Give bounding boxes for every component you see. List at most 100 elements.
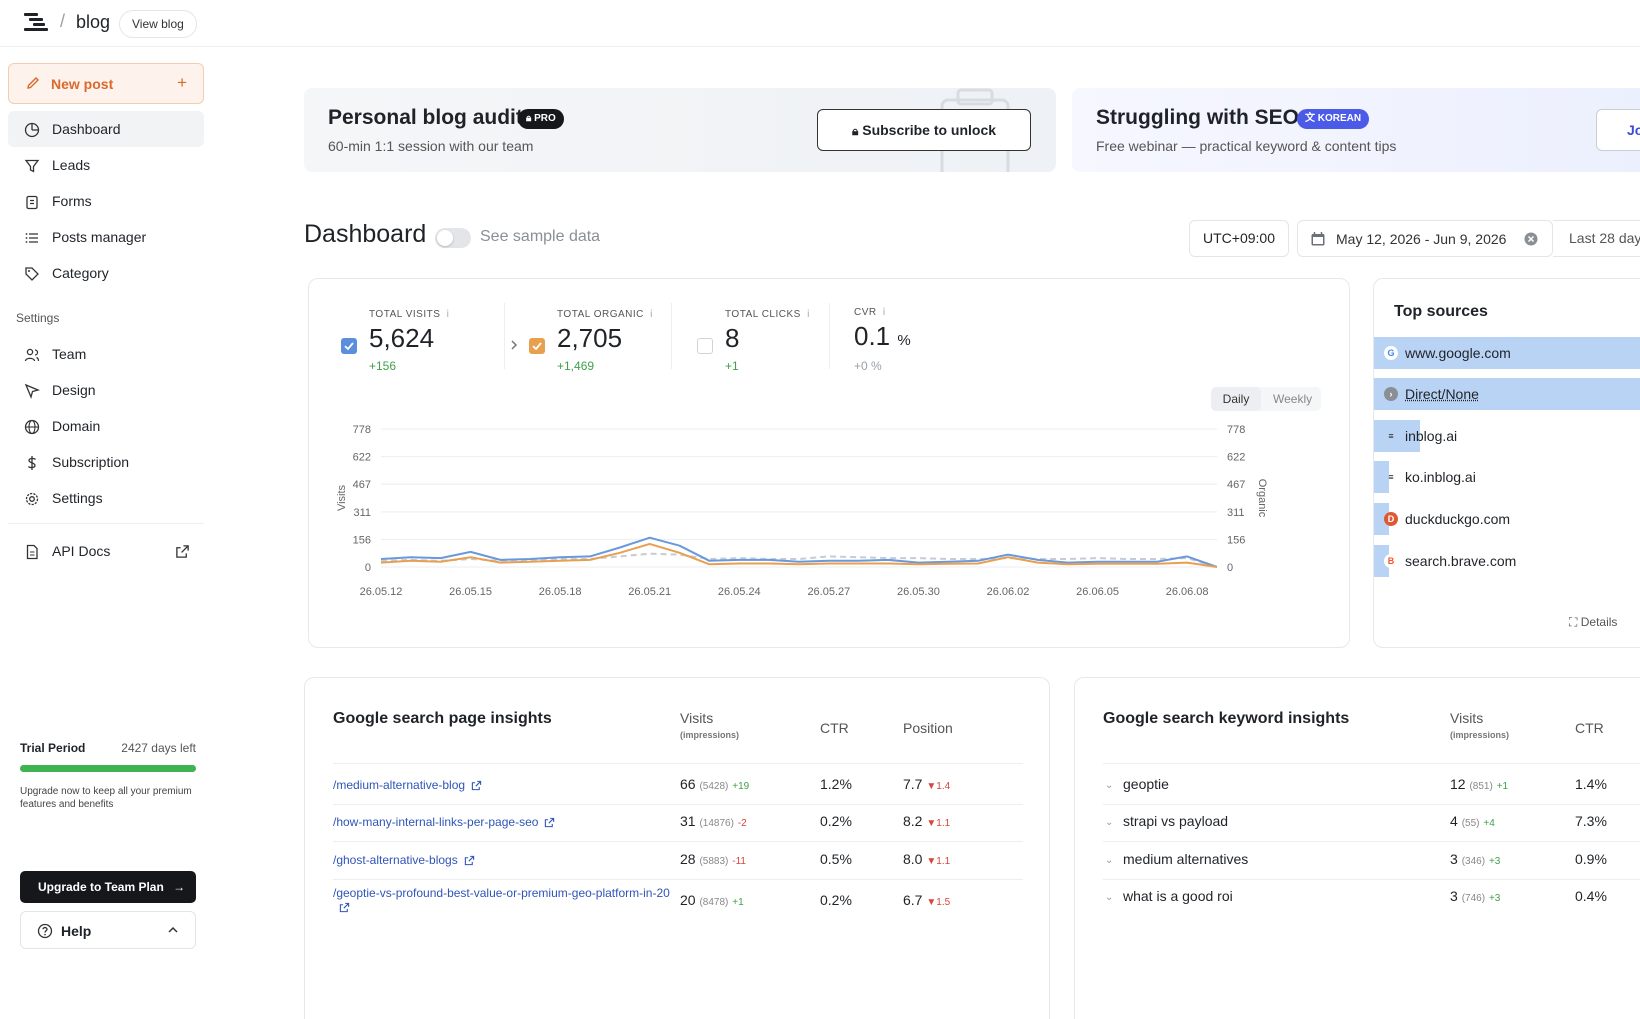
sidebar-item-subscription[interactable]: Subscription — [8, 444, 204, 480]
pro-badge: 🔒︎ PRO — [518, 109, 564, 129]
external-link-icon — [471, 780, 482, 794]
metric-total-visits[interactable]: TOTAL VISITS ⅰ 5,624 +156 — [341, 309, 471, 389]
subscribe-to-unlock-button[interactable]: 🔒︎ Subscribe to unlock — [817, 109, 1031, 151]
header-divider — [1103, 763, 1640, 764]
daily-tab[interactable]: Daily — [1211, 387, 1261, 411]
sidebar-item-api-docs[interactable]: API Docs — [8, 533, 204, 569]
metric-label: TOTAL VISITS ⅰ — [369, 309, 450, 320]
new-post-button[interactable]: New post + — [8, 63, 204, 104]
sidebar-item-settings[interactable]: Settings — [8, 480, 204, 516]
page-path: /medium-alternative-blog — [333, 778, 465, 792]
page-link[interactable]: /medium-alternative-blog — [333, 778, 673, 794]
help-button[interactable]: Help — [20, 911, 196, 949]
view-blog-button[interactable]: View blog — [119, 10, 197, 38]
globe-icon — [24, 419, 40, 435]
sidebar-item-label: Category — [52, 265, 109, 281]
sample-data-toggle[interactable] — [435, 228, 471, 248]
sidebar-item-posts-manager[interactable]: Posts manager — [8, 219, 204, 255]
chevron-down-icon[interactable]: ⌄ — [1105, 780, 1113, 791]
keyword-cell[interactable]: what is a good roi — [1123, 888, 1233, 904]
source-row[interactable]: Bsearch.brave.com — [1374, 545, 1640, 577]
trial-progress-bar — [20, 765, 196, 772]
sidebar-item-design[interactable]: Design — [8, 372, 204, 408]
keyword-cell[interactable]: medium alternatives — [1123, 851, 1248, 867]
expand-icon: ⛶ — [1569, 615, 1577, 629]
details-button[interactable]: ⛶ Details — [1569, 615, 1617, 630]
keyword-cell[interactable]: strapi vs payload — [1123, 813, 1228, 829]
sidebar-item-label: Settings — [52, 490, 103, 506]
timezone-select[interactable]: UTC+09:00 — [1189, 220, 1289, 257]
ctr-cell: 0.4% — [1575, 888, 1607, 904]
source-row[interactable]: Gwww.google.com — [1374, 337, 1640, 369]
details-label: Details — [1581, 615, 1618, 629]
help-label: Help — [61, 923, 91, 939]
x-tick-label: 26.05.18 — [539, 586, 582, 598]
visits-cell: 28 (5883) -11 — [680, 851, 746, 867]
list-icon — [24, 230, 40, 246]
source-name: ko.inblog.ai — [1405, 469, 1476, 485]
page-link[interactable]: /how-many-internal-links-per-page-seo — [333, 815, 673, 831]
visits-cell: 31 (14876) -2 — [680, 813, 747, 829]
y-tick-label: 156 — [353, 534, 371, 546]
metric-divider — [671, 303, 672, 369]
x-tick-label: 26.06.08 — [1166, 586, 1209, 598]
x-tick-label: 26.05.15 — [449, 586, 492, 598]
inblog-logo-icon[interactable] — [24, 13, 48, 33]
ctr-cell: 1.2% — [820, 776, 852, 792]
row-divider — [1103, 804, 1640, 805]
chevron-right-icon[interactable] — [509, 339, 519, 351]
source-row[interactable]: ≡ ko.inblog.ai — [1374, 461, 1640, 493]
series-line-1 — [381, 544, 1217, 567]
keyword-cell[interactable]: geoptie — [1123, 776, 1169, 792]
y2-tick-label: 467 — [1227, 479, 1245, 491]
page-link[interactable]: /ghost-alternative-blogs — [333, 853, 673, 869]
upgrade-button[interactable]: Upgrade to Team Plan → — [20, 871, 196, 903]
sidebar-item-dashboard[interactable]: Dashboard — [8, 111, 204, 147]
metric-value: 0.1 % — [854, 321, 911, 352]
weekly-tab[interactable]: Weekly — [1273, 392, 1312, 406]
metric-delta: +0 % — [854, 359, 882, 373]
row-divider — [333, 804, 1023, 805]
users-icon — [24, 347, 40, 363]
sidebar-item-team[interactable]: Team — [8, 336, 204, 372]
metric-checkbox[interactable] — [697, 338, 713, 354]
breadcrumb-blog[interactable]: blog — [76, 12, 110, 33]
seo-subtitle: Free webinar — practical keyword & conte… — [1096, 138, 1396, 154]
x-tick-label: 26.05.27 — [807, 586, 850, 598]
metric-total-clicks[interactable]: TOTAL CLICKS ⅰ 8 +1 — [697, 309, 817, 389]
subscribe-label: Subscribe to unlock — [862, 122, 996, 138]
metric-checkbox[interactable] — [341, 338, 357, 354]
traffic-chart-card: TOTAL VISITS ⅰ 5,624 +156 TOTAL ORGANIC ⅰ … — [308, 278, 1350, 648]
pro-badge-label: PRO — [534, 113, 556, 124]
clear-icon[interactable] — [1524, 232, 1538, 246]
page-path: /ghost-alternative-blogs — [333, 853, 458, 867]
settings-section-label: Settings — [16, 311, 59, 325]
translate-icon: 文 — [1305, 113, 1315, 124]
preset-range-select[interactable]: Last 28 days — [1553, 220, 1640, 257]
pencil-icon — [25, 75, 41, 91]
metric-cvr[interactable]: CVR ⅰ 0.1 % +0 % — [854, 307, 954, 387]
external-link-icon — [464, 855, 475, 869]
metric-total-organic[interactable]: TOTAL ORGANIC ⅰ 2,705 +1,469 — [529, 309, 659, 389]
source-row[interactable]: Dduckduckgo.com — [1374, 503, 1640, 535]
source-row[interactable]: › Direct/None — [1374, 378, 1640, 410]
date-range-picker[interactable]: May 12, 2026 - Jun 9, 2026 — [1297, 220, 1553, 257]
chevron-down-icon[interactable]: ⌄ — [1105, 817, 1113, 828]
source-row[interactable]: ≡ inblog.ai — [1374, 420, 1640, 452]
sidebar-item-leads[interactable]: Leads — [8, 147, 204, 183]
sidebar-item-category[interactable]: Category — [8, 255, 204, 291]
ctr-cell: 0.5% — [820, 851, 852, 867]
sidebar-item-forms[interactable]: Forms — [8, 183, 204, 219]
sidebar-item-domain[interactable]: Domain — [8, 408, 204, 444]
join-webinar-button[interactable]: Jo — [1596, 109, 1640, 151]
page-insights-title: Google search page insights — [333, 710, 552, 728]
sidebar-divider — [8, 523, 204, 524]
chevron-down-icon[interactable]: ⌄ — [1105, 892, 1113, 903]
chevron-down-icon[interactable]: ⌄ — [1105, 855, 1113, 866]
gear-icon — [24, 491, 40, 507]
document-icon — [24, 544, 40, 560]
page-link[interactable]: /geoptie-vs-profound-best-value-or-premi… — [333, 886, 673, 916]
metric-checkbox[interactable] — [529, 338, 545, 354]
row-divider — [1103, 841, 1640, 842]
y-tick-label: 467 — [353, 479, 371, 491]
